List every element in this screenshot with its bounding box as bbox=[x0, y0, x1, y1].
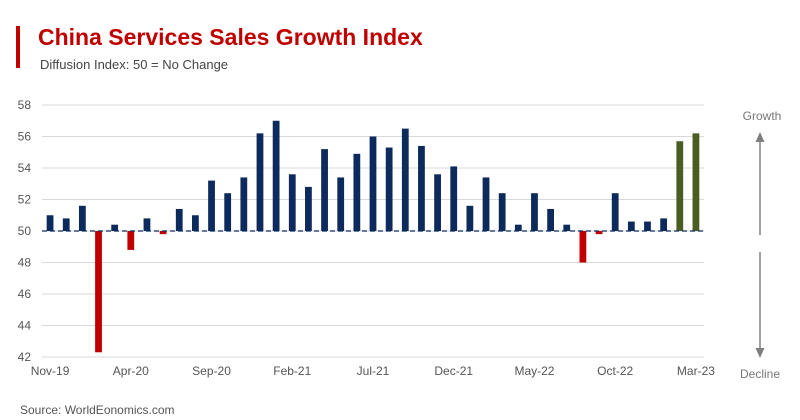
bar bbox=[660, 218, 668, 231]
bar bbox=[208, 180, 215, 231]
bar bbox=[692, 133, 700, 231]
bar bbox=[288, 174, 296, 231]
bar bbox=[498, 193, 506, 231]
bar bbox=[272, 120, 280, 231]
bar bbox=[676, 141, 684, 231]
y-axis-ticks: 42 44 46 48 50 52 54 56 58 bbox=[18, 98, 32, 364]
bar bbox=[159, 231, 167, 235]
x-tick-label: Feb-21 bbox=[273, 364, 311, 378]
bar bbox=[482, 177, 490, 231]
y-tick-label: 52 bbox=[18, 193, 32, 207]
bar bbox=[111, 224, 119, 231]
bar bbox=[531, 193, 538, 231]
bar bbox=[191, 215, 199, 231]
bar bbox=[434, 174, 441, 231]
bar bbox=[418, 145, 425, 231]
bar bbox=[256, 133, 264, 231]
title-accent-bar bbox=[16, 26, 20, 68]
growth-decline-indicator: Growth Decline bbox=[740, 109, 781, 381]
x-axis-ticks: Nov-19 Apr-20 Sep-20 Feb-21 Jul-21 Dec-21 May-… bbox=[31, 364, 716, 378]
bar bbox=[401, 128, 409, 231]
bar bbox=[466, 205, 474, 231]
bar bbox=[143, 218, 151, 231]
bar bbox=[78, 205, 86, 231]
bar bbox=[579, 231, 587, 263]
y-tick-label: 54 bbox=[18, 161, 32, 175]
bar bbox=[175, 208, 183, 231]
bar bbox=[46, 215, 54, 231]
y-tick-label: 58 bbox=[18, 98, 32, 112]
x-tick-label: Sep-20 bbox=[192, 364, 231, 378]
bar bbox=[240, 177, 248, 231]
bar bbox=[369, 136, 377, 231]
x-tick-label: Mar-23 bbox=[677, 364, 715, 378]
bar bbox=[62, 218, 70, 231]
bar bbox=[337, 177, 345, 231]
bar bbox=[305, 186, 312, 231]
bar bbox=[611, 193, 619, 231]
up-arrowhead-icon bbox=[755, 132, 765, 142]
down-arrowhead-icon bbox=[755, 348, 765, 358]
bar bbox=[563, 224, 571, 231]
x-tick-label: Dec-21 bbox=[434, 364, 473, 378]
chart-subtitle: Diffusion Index: 50 = No Change bbox=[40, 57, 229, 72]
bar bbox=[127, 231, 135, 250]
growth-label: Growth bbox=[743, 109, 782, 123]
bar bbox=[353, 153, 361, 231]
bar bbox=[224, 193, 232, 231]
bars bbox=[46, 120, 700, 353]
bar bbox=[450, 166, 458, 231]
chart-title: China Services Sales Growth Index bbox=[38, 24, 423, 50]
decline-label: Decline bbox=[740, 367, 780, 381]
y-tick-label: 56 bbox=[18, 130, 32, 144]
x-tick-label: Jul-21 bbox=[357, 364, 390, 378]
source-note: Source: WorldEonomics.com bbox=[20, 403, 175, 417]
bar bbox=[95, 231, 102, 353]
bar bbox=[385, 147, 393, 231]
y-tick-label: 46 bbox=[18, 287, 32, 301]
y-tick-label: 42 bbox=[18, 350, 32, 364]
x-tick-label: Nov-19 bbox=[31, 364, 70, 378]
x-tick-label: May-22 bbox=[514, 364, 554, 378]
y-tick-label: 50 bbox=[18, 224, 32, 238]
x-tick-label: Oct-22 bbox=[597, 364, 633, 378]
bar bbox=[595, 231, 603, 235]
y-tick-label: 44 bbox=[18, 319, 32, 333]
bar bbox=[627, 221, 635, 231]
x-tick-label: Apr-20 bbox=[113, 364, 149, 378]
bar bbox=[321, 149, 328, 231]
bar bbox=[547, 208, 555, 231]
bar bbox=[644, 221, 651, 231]
bar bbox=[514, 224, 522, 231]
y-tick-label: 48 bbox=[18, 256, 32, 270]
